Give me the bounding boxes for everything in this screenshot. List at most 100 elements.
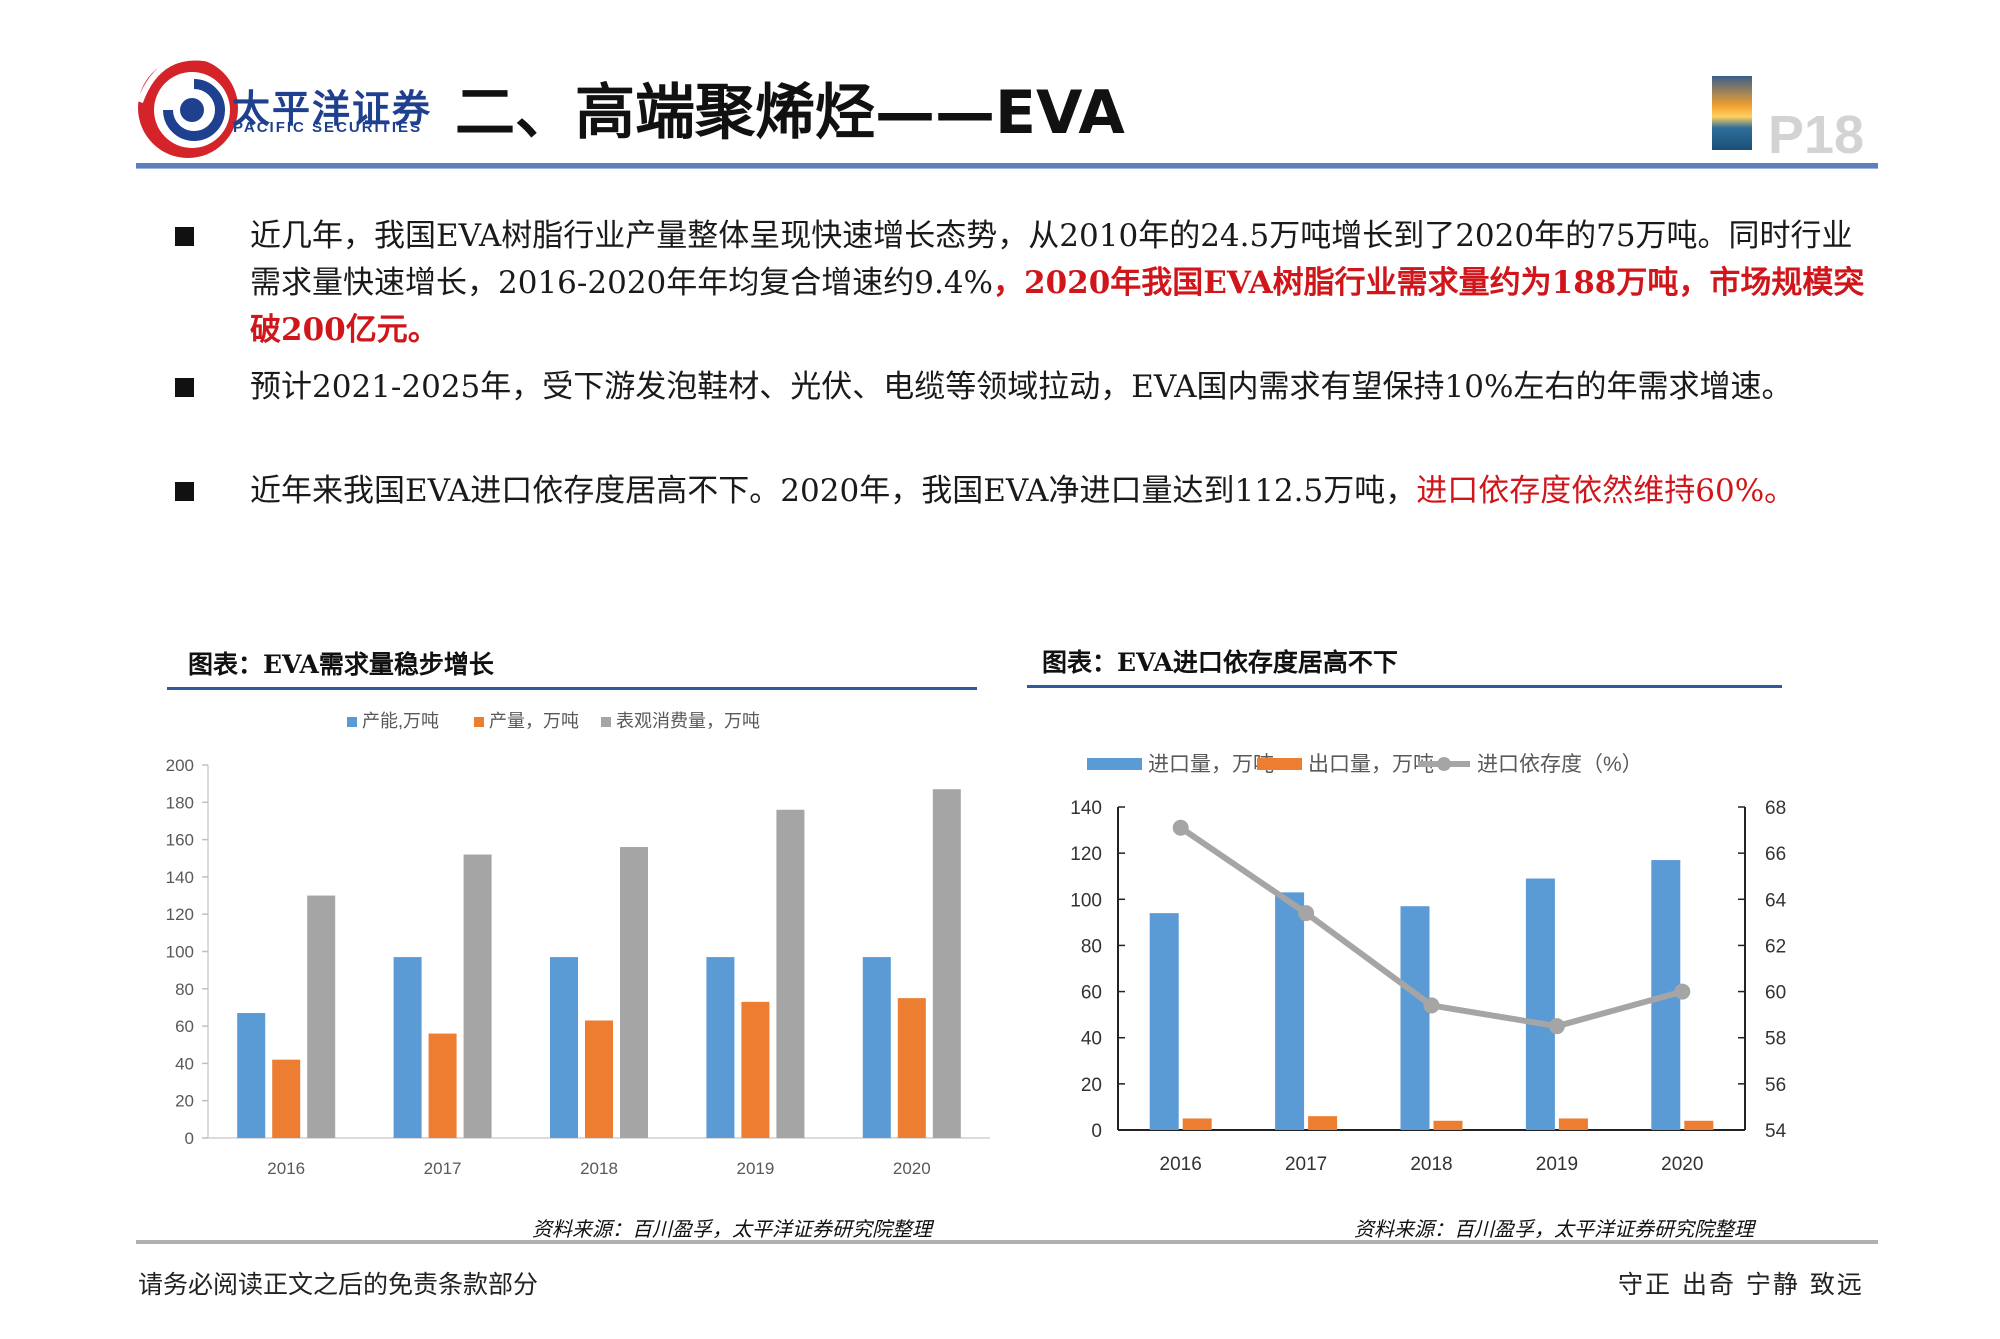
square-bullet-icon: [175, 227, 194, 246]
y-tick-label: 200: [166, 756, 194, 775]
left-tick-label: 140: [1070, 798, 1102, 819]
export-bar-2017: [1308, 1116, 1338, 1130]
left-tick-label: 20: [1081, 1075, 1102, 1096]
chart-title-right: 图表：EVA进口依存度居高不下: [1042, 648, 1398, 677]
x-tick-label: 2016: [1160, 1154, 1202, 1175]
left-tick-label: 80: [1081, 936, 1102, 957]
source-note-right: 资料来源：百川盈孚，太平洋证券研究院整理: [1354, 1217, 1754, 1241]
bar-1-2019: [706, 957, 735, 1138]
bar-2-2020: [897, 998, 926, 1138]
dependence-point-2018: [1423, 997, 1440, 1014]
bar-3-2016: [307, 895, 336, 1138]
bar-1-2020: [862, 957, 891, 1138]
y-tick-label: 120: [166, 905, 194, 924]
x-tick-label: 2018: [1410, 1154, 1452, 1175]
import-bar-2018: [1400, 906, 1430, 1130]
legend-swatch: [474, 717, 484, 727]
legend-swatch-dependence-marker: [1437, 757, 1451, 771]
source-note-left: 资料来源：百川盈孚，太平洋证券研究院整理: [532, 1217, 932, 1241]
right-tick-label: 64: [1765, 890, 1787, 911]
bar-1-2016: [237, 1013, 266, 1138]
x-tick-label: 2020: [1661, 1154, 1703, 1175]
left-tick-label: 120: [1070, 844, 1102, 865]
import-bar-2019: [1525, 878, 1555, 1130]
y-tick-label: 80: [175, 980, 194, 999]
footer-disclaimer: 请务必阅读正文之后的免责条款部分: [138, 1270, 539, 1299]
bar-3-2017: [463, 854, 492, 1138]
legend-label-export: 出口量，万吨: [1308, 753, 1434, 776]
footer-motto: 守正 出奇 宁静 致远: [1618, 1270, 1864, 1299]
right-tick-label: 58: [1765, 1029, 1786, 1050]
bullet-text: 近年来我国EVA进口依存度居高不下。2020年，我国EVA净进口量达到112.5…: [250, 473, 1417, 509]
company-logo: [130, 42, 420, 170]
left-tick-label: 100: [1070, 890, 1102, 911]
bullet-highlight: ，2020年我国EVA树脂行业需求量约为188万吨，市场规模突破200亿元。: [250, 265, 1865, 348]
square-bullet-icon: [175, 378, 194, 397]
x-tick-label: 2016: [267, 1159, 305, 1178]
bullet-item-1: 近几年，我国EVA树脂行业产量整体呈现快速增长态势，从2010年的24.5万吨增…: [175, 213, 1875, 354]
bullet-text: 预计2021-2025年，受下游发泡鞋材、光伏、电缆等领域拉动，EVA国内需求有…: [250, 369, 1793, 405]
export-bar-2018: [1433, 1120, 1463, 1130]
square-bullet-icon: [175, 482, 194, 501]
y-tick-label: 140: [166, 868, 194, 887]
page-title: 二、高端聚烯烃——EVA: [455, 78, 1125, 148]
bar-2-2017: [428, 1033, 457, 1138]
legend-label-dependence: 进口依存度（%）: [1477, 753, 1643, 776]
export-bar-2016: [1182, 1118, 1212, 1130]
import-bar-2017: [1275, 892, 1305, 1130]
logo-emblem-icon: [137, 54, 238, 158]
dependence-point-2019: [1548, 1018, 1565, 1035]
legend-label: 产能,万吨: [362, 711, 439, 731]
bullet-item-3: 近年来我国EVA进口依存度居高不下。2020年，我国EVA净进口量达到112.5…: [175, 468, 1875, 515]
x-tick-label: 2017: [424, 1159, 462, 1178]
y-tick-label: 100: [166, 943, 194, 962]
sunset-thumbnail-image: [1712, 76, 1752, 150]
x-tick-label: 2019: [736, 1159, 774, 1178]
page-number: P18: [1768, 105, 1865, 165]
legend-label-import: 进口量，万吨: [1148, 753, 1274, 776]
y-tick-label: 160: [166, 831, 194, 850]
bar-3-2019: [776, 809, 805, 1138]
bullet-item-2: 预计2021-2025年，受下游发泡鞋材、光伏、电缆等领域拉动，EVA国内需求有…: [175, 364, 1875, 411]
export-bar-2020: [1684, 1120, 1714, 1130]
bullet-highlight: 进口依存度依然维持60%。: [1416, 473, 1796, 509]
brand-name-en: PACIFIC SECURITIES: [233, 119, 423, 136]
left-tick-label: 40: [1081, 1029, 1102, 1050]
bar-2-2018: [585, 1020, 613, 1138]
y-tick-label: 180: [166, 793, 194, 812]
dependence-point-2020: [1674, 983, 1691, 1000]
x-tick-label: 2019: [1536, 1154, 1578, 1175]
dependence-point-2017: [1298, 905, 1315, 922]
dependence-line: [1179, 825, 1684, 1030]
right-tick-label: 60: [1765, 983, 1786, 1004]
import-bar-2016: [1149, 913, 1179, 1130]
left-tick-label: 60: [1081, 983, 1102, 1004]
right-tick-label: 54: [1765, 1121, 1787, 1142]
import-dependence-chart: 0 20 40 60 80 100 120 140 54 56 58 60 62 64 66 68 2016 20…: [1070, 753, 1787, 1175]
header-divider: [136, 163, 1878, 168]
y-tick-label: 20: [175, 1092, 194, 1111]
y-tick-label: 0: [185, 1129, 194, 1148]
right-tick-label: 68: [1765, 798, 1786, 819]
bar-2-2016: [272, 1059, 301, 1138]
legend-swatch: [347, 717, 357, 727]
legend-label: 产量，万吨: [489, 711, 579, 731]
left-tick-label: 0: [1091, 1121, 1102, 1142]
demand-bar-chart: 0 20 40 60 80 100 120 140 160 180 200 2016 2017 2018 2…: [166, 711, 990, 1178]
x-tick-label: 2020: [893, 1159, 931, 1178]
brand-name-cn: 太平洋证券: [232, 87, 433, 131]
bullet-text: 近几年，我国EVA树脂行业产量整体呈现快速增长态势，从2010年的24.5万吨增…: [250, 218, 1853, 301]
bar-3-2018: [620, 847, 648, 1138]
chart-title-left: 图表：EVA需求量稳步增长: [188, 650, 494, 679]
y-tick-label: 60: [175, 1017, 194, 1036]
x-tick-label: 2017: [1285, 1154, 1327, 1175]
legend-swatch: [601, 717, 611, 727]
footer-divider: [136, 1240, 1878, 1244]
legend-swatch-export: [1257, 758, 1302, 770]
right-tick-label: 56: [1765, 1075, 1786, 1096]
y-tick-label: 40: [175, 1054, 194, 1073]
header-divider-thin: [136, 168, 1878, 169]
x-tick-label: 2018: [580, 1159, 618, 1178]
right-tick-label: 62: [1765, 936, 1786, 957]
chart-title-underline-right: [1027, 685, 1782, 688]
